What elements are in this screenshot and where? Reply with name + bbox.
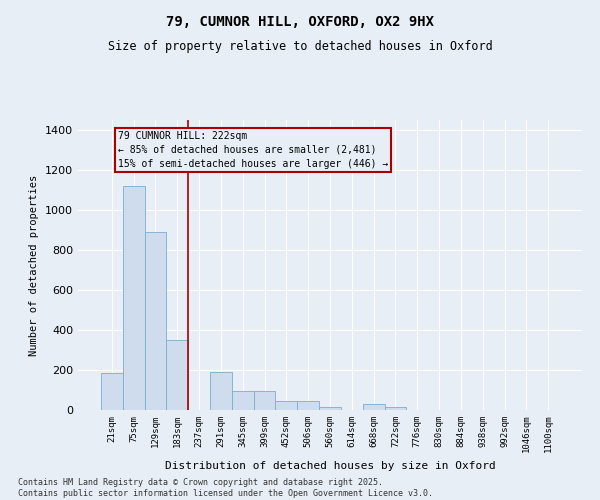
Bar xyxy=(297,401,319,410)
Bar xyxy=(275,401,297,410)
Text: 79 CUMNOR HILL: 222sqm
← 85% of detached houses are smaller (2,481)
15% of semi-: 79 CUMNOR HILL: 222sqm ← 85% of detached… xyxy=(118,131,388,169)
Text: 79, CUMNOR HILL, OXFORD, OX2 9HX: 79, CUMNOR HILL, OXFORD, OX2 9HX xyxy=(166,15,434,29)
Bar xyxy=(123,186,145,410)
Text: Size of property relative to detached houses in Oxford: Size of property relative to detached ho… xyxy=(107,40,493,53)
X-axis label: Distribution of detached houses by size in Oxford: Distribution of detached houses by size … xyxy=(164,461,496,471)
Bar xyxy=(232,391,254,410)
Bar xyxy=(145,232,166,410)
Bar xyxy=(254,391,275,410)
Y-axis label: Number of detached properties: Number of detached properties xyxy=(29,174,40,356)
Bar xyxy=(319,407,341,410)
Bar xyxy=(363,404,385,410)
Bar xyxy=(101,373,123,410)
Bar xyxy=(210,372,232,410)
Text: Contains HM Land Registry data © Crown copyright and database right 2025.
Contai: Contains HM Land Registry data © Crown c… xyxy=(18,478,433,498)
Bar xyxy=(385,407,406,410)
Bar xyxy=(166,340,188,410)
